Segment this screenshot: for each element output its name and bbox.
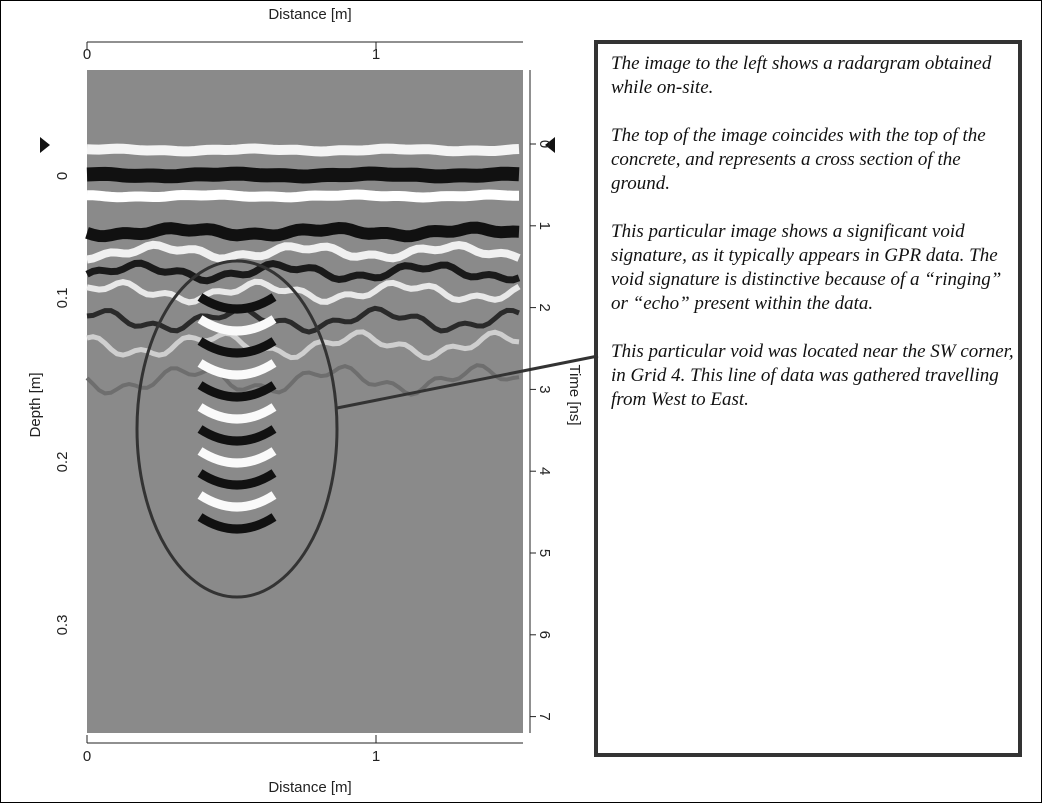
right-axis-label: Time [ns] [566,364,583,425]
paragraph: The image to the left shows a radargram … [611,52,1016,100]
reflection [87,195,519,198]
tick-label: 1 [372,46,380,63]
radargram [87,70,523,733]
tick-label: 5 [536,549,553,557]
tick-label: 4 [536,467,553,475]
page: Distance [m] Distance [m] Depth [m] Time… [0,0,1042,803]
tick-label: 0.2 [54,452,71,473]
tick-label: 0 [83,46,91,63]
paragraph: This particular image shows a significan… [611,220,1016,316]
tick-label: 0.3 [54,615,71,636]
paragraph: This particular void was located near th… [611,340,1016,412]
tick-label: 0.1 [54,288,71,309]
top-axis-label: Distance [m] [268,6,351,23]
tick-label: 0 [83,748,91,765]
tick-label: 1 [536,222,553,230]
tick-label: 1 [372,748,380,765]
bottom-axis-label: Distance [m] [268,779,351,796]
tick-label: 2 [536,303,553,311]
tick-label: 0 [536,140,553,148]
tick-label: 0 [54,172,71,180]
tick-label: 3 [536,385,553,393]
marker [40,137,50,153]
reflection [87,149,519,152]
tick-label: 6 [536,631,553,639]
description: The image to the left shows a radargram … [611,52,1016,436]
radar-fade [87,400,523,733]
paragraph: The top of the image coincides with the … [611,124,1016,196]
left-axis-label: Depth [m] [27,372,44,437]
reflection [87,174,519,177]
reflection [87,228,519,237]
tick-label: 7 [536,712,553,720]
